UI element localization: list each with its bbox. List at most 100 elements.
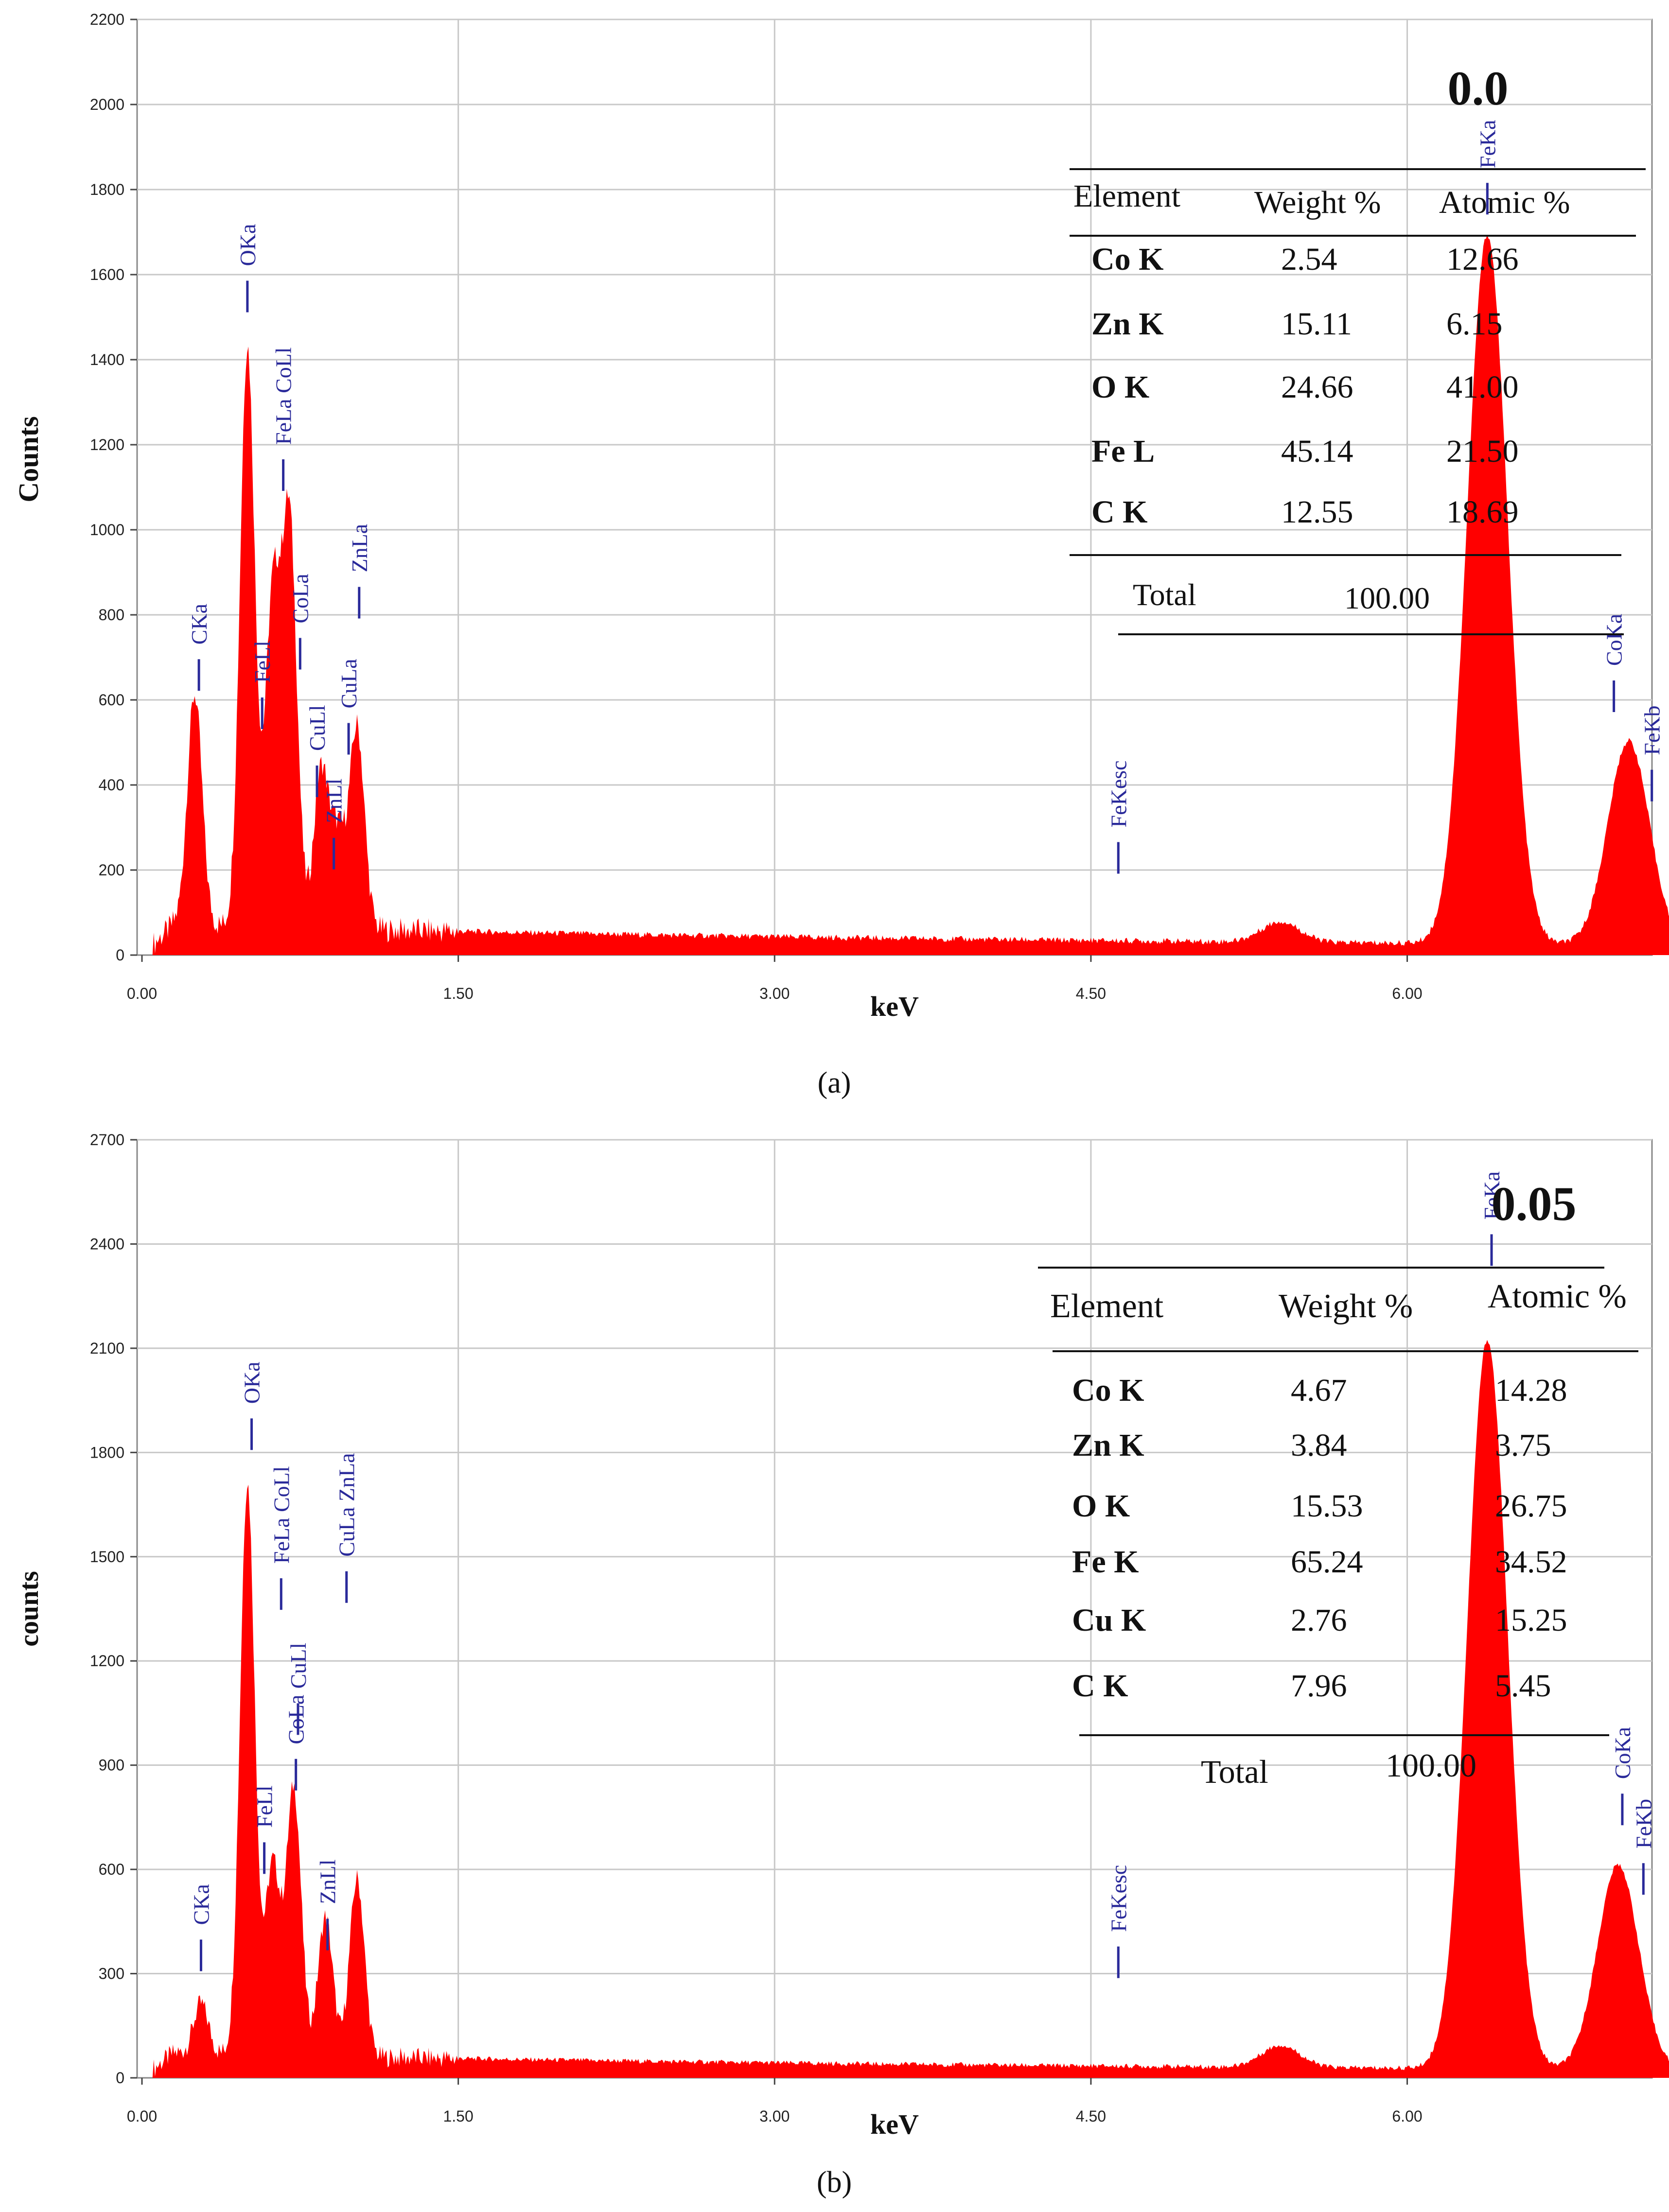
table-cell-weight: 12.55 — [1281, 494, 1353, 530]
peak-label-text: FeLa CoLl — [271, 347, 296, 445]
peak-label-text: FeLl — [252, 1785, 277, 1828]
peak-label-text: FeLl — [250, 641, 275, 683]
peak-label-fell: FeLl — [252, 1785, 277, 1874]
panel-a-chart: 0 200 400 600 800 1000 1200 1400 1600 1800 2000 220… — [13, 11, 1669, 1099]
table-cell-weight: 7.96 — [1291, 1668, 1347, 1704]
table-cell-weight: 24.66 — [1281, 369, 1353, 405]
x-tick-label: 6.00 — [1392, 2107, 1422, 2125]
peak-label-fell: FeLl — [250, 641, 275, 729]
y-tick-label: 600 — [99, 691, 124, 709]
y-tick-label: 2400 — [90, 1235, 124, 1253]
gridlines-a — [130, 18, 1652, 962]
peak-label-text: CKa — [189, 1884, 213, 1925]
panel-b-chart: 0 300 600 900 1200 1500 1800 2100 2400 2700 0.00 1… — [14, 1131, 1669, 2199]
table-header-weight-b: Weight % — [1279, 1288, 1413, 1325]
peak-label-fela-coll: FeLa CoLl — [269, 1466, 294, 1610]
peak-label-fekesc: FeKesc — [1106, 1865, 1131, 1978]
peak-label-text: CoLa — [284, 1695, 309, 1744]
table-total-label-b: Total — [1201, 1753, 1268, 1790]
y-tick-label: 2700 — [90, 1131, 124, 1149]
spectrum-area-a — [152, 234, 1669, 955]
peak-label-fela-coll: FeLa CoLl — [271, 347, 296, 491]
peak-labels-b: CKa OKa FeLa CoLl CuLa ZnLa CuLl CoLa FeLl ZnLl… — [189, 1171, 1656, 1978]
x-tick-label: 4.50 — [1076, 2107, 1106, 2125]
table-cell-atomic: 18.69 — [1446, 494, 1519, 530]
x-tick-label: 3.00 — [759, 985, 790, 1002]
y-tick-label: 600 — [99, 1861, 124, 1878]
table-cell-element: C K — [1091, 494, 1148, 530]
y-tick-label: 2000 — [90, 96, 124, 113]
y-tick-label: 2100 — [90, 1340, 124, 1357]
peak-label-fekb: FeKb — [1631, 1799, 1656, 1895]
peak-label-text: CoKa — [1610, 1727, 1635, 1779]
peak-label-feka: FeKa — [1475, 120, 1500, 215]
composition-table-a: Element Weight % Atomic % Co K 2.54 12.66 Z… — [1070, 168, 1646, 635]
table-cell-element: Fe K — [1072, 1544, 1139, 1580]
table-cell-atomic: 15.25 — [1495, 1602, 1567, 1638]
table-header-weight-a: Weight % — [1254, 185, 1381, 220]
y-tick-label: 1200 — [90, 436, 124, 453]
peak-label-cka: CKa — [187, 604, 211, 691]
y-tick-labels-a: 0 200 400 600 800 1000 1200 1400 1600 1800 2000 220… — [90, 11, 124, 964]
y-axis-title-a: Counts — [13, 416, 44, 502]
peak-label-coka: CoKa — [1602, 614, 1627, 712]
table-cell-atomic: 14.28 — [1495, 1373, 1567, 1408]
sample-title-a: 0.0 — [1448, 61, 1509, 115]
x-tick-label: 0.00 — [127, 985, 157, 1002]
sample-title-b: 0.05 — [1492, 1177, 1577, 1231]
y-tick-label: 1800 — [90, 1444, 124, 1461]
table-total-value-b: 100.00 — [1386, 1747, 1476, 1784]
y-tick-label: 0 — [116, 2069, 124, 2087]
peak-label-cula: CuLa — [336, 659, 361, 755]
peak-label-text: FeKa — [1475, 120, 1500, 169]
x-tick-label: 4.50 — [1076, 985, 1106, 1002]
y-tick-label: 1400 — [90, 351, 124, 368]
table-header-atomic-b: Atomic % — [1488, 1278, 1627, 1315]
table-cell-atomic: 21.50 — [1446, 434, 1519, 469]
y-tick-label: 400 — [99, 776, 124, 794]
x-tick-label: 6.00 — [1392, 985, 1422, 1002]
composition-table-b: Element Weight % Atomic % Co K 4.67 14.28 Z… — [1038, 1267, 1638, 1790]
peak-label-text: ZnLl — [316, 1860, 340, 1904]
table-cell-weight: 15.53 — [1291, 1488, 1363, 1524]
table-cell-weight: 3.84 — [1291, 1428, 1347, 1463]
table-cell-atomic: 12.66 — [1446, 242, 1519, 277]
x-axis-title-a: keV — [870, 991, 919, 1022]
y-tick-label: 1800 — [90, 181, 124, 198]
peak-label-text: CuLa ZnLa — [334, 1453, 359, 1556]
table-cell-weight: 2.54 — [1281, 242, 1337, 277]
table-rows-b: Co K 4.67 14.28 Zn K 3.84 3.75 O K 15.53 26.75 Fe… — [1072, 1373, 1567, 1704]
peak-label-text: ZnLl — [322, 779, 347, 823]
table-rows-a: Co K 2.54 12.66 Zn K 15.11 6.15 O K 24.66 41.00 F… — [1091, 242, 1519, 530]
peak-label-text: CuLl — [286, 1643, 311, 1689]
table-cell-atomic: 3.75 — [1495, 1428, 1551, 1463]
y-tick-label: 1000 — [90, 521, 124, 539]
table-cell-element: C K — [1072, 1668, 1128, 1704]
peak-label-text: OKa — [235, 224, 260, 266]
table-cell-atomic: 6.15 — [1446, 306, 1503, 342]
x-tick-label: 1.50 — [443, 2107, 473, 2125]
x-axis-title-b: keV — [870, 2108, 919, 2140]
peak-label-cola: CoLa — [288, 574, 313, 670]
peak-label-text: FeKa — [1479, 1171, 1504, 1220]
peak-label-text: OKa — [240, 1361, 264, 1404]
table-cell-atomic: 5.45 — [1495, 1668, 1551, 1704]
peak-label-fekesc: FeKesc — [1106, 761, 1131, 874]
table-cell-weight: 45.14 — [1281, 434, 1353, 469]
table-cell-element: Zn K — [1091, 306, 1164, 342]
peak-label-cula-znla: CuLa ZnLa — [334, 1453, 359, 1603]
table-cell-weight: 15.11 — [1281, 306, 1352, 342]
y-tick-label: 0 — [116, 946, 124, 964]
peak-label-cka: CKa — [189, 1884, 213, 1971]
peak-label-feka: FeKa — [1479, 1171, 1504, 1266]
peak-label-text: FeLa CoLl — [269, 1466, 294, 1564]
peak-label-text: ZnLa — [347, 524, 372, 573]
peak-label-znll: ZnLl — [316, 1860, 340, 1951]
panel-caption-a: (a) — [818, 1066, 851, 1099]
table-cell-element: Cu K — [1072, 1602, 1146, 1638]
peak-label-coka: CoKa — [1610, 1727, 1635, 1826]
table-cell-element: O K — [1072, 1488, 1130, 1524]
peak-label-cull: CuLl — [305, 705, 330, 797]
plot-area-a — [136, 18, 1653, 956]
